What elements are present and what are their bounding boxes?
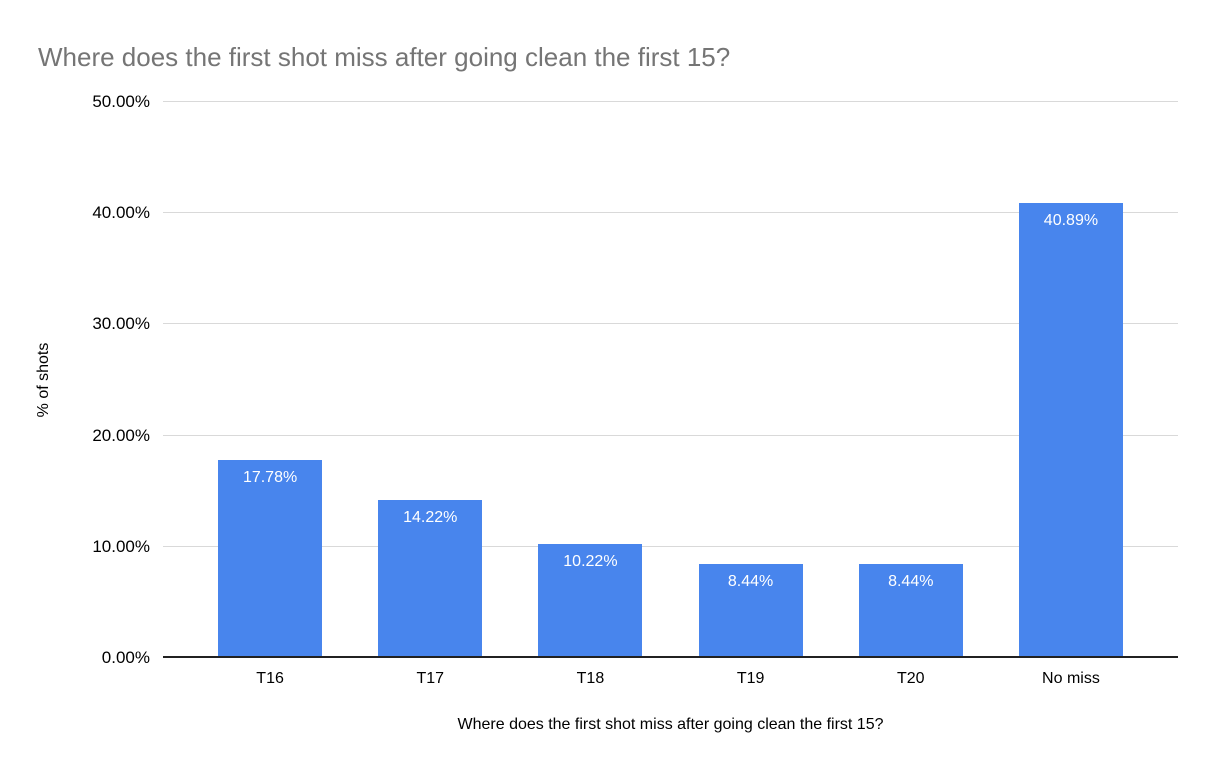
x-axis-title: Where does the first shot miss after goi… — [457, 716, 884, 733]
category-slot: 8.44% T20 — [831, 102, 991, 687]
category-slot: 8.44% T19 — [671, 102, 831, 687]
category-slot: 14.22% T17 — [350, 102, 510, 687]
x-tick-label: No miss — [1042, 670, 1100, 687]
bar-value-label: 8.44% — [727, 573, 774, 591]
bar-value-label: 40.89% — [1043, 212, 1099, 230]
category-slot: 17.78% T16 — [190, 102, 350, 687]
x-tick-label: T16 — [256, 670, 284, 687]
gridline — [163, 545, 1178, 547]
x-axis-baseline — [163, 656, 1178, 658]
gridline — [163, 212, 1178, 214]
y-tick-label: 40.00% — [92, 203, 150, 223]
y-tick-label: 50.00% — [92, 92, 150, 111]
x-tick-label: T20 — [896, 670, 925, 687]
gridline — [163, 101, 1178, 102]
bar-value-label: 10.22% — [563, 553, 618, 571]
plot-area: 17.78% T16 14.22% T17 10.22% T18 8.44% T19 8.44%… — [163, 101, 1178, 687]
category-slot: 40.89% No miss — [991, 102, 1151, 687]
chart-title: Where does the first shot miss after goi… — [38, 42, 731, 72]
bar-value-label: 17.78% — [242, 469, 298, 487]
bars-band: 17.78% T16 14.22% T17 10.22% T18 8.44% T19 8.44%… — [190, 102, 1151, 687]
bar-value-label: 8.44% — [888, 573, 934, 591]
bar: 17.78% — [218, 460, 323, 658]
y-tick-label: 20.00% — [92, 425, 150, 445]
bar: 40.89% — [1018, 203, 1123, 658]
x-tick-label: T18 — [576, 670, 605, 687]
x-tick-label: T19 — [736, 670, 765, 687]
bar: 10.22% — [538, 544, 643, 658]
gridline — [163, 323, 1178, 325]
category-slot: 10.22% T18 — [510, 102, 670, 687]
y-tick-label: 0.00% — [101, 648, 150, 667]
y-tick-label: 10.00% — [92, 536, 150, 556]
bar: 8.44% — [858, 564, 963, 658]
bar-value-label: 14.22% — [403, 508, 458, 526]
x-tick-label: T17 — [416, 670, 445, 687]
gridline — [163, 434, 1178, 436]
bar: 14.22% — [378, 499, 483, 658]
bar: 8.44% — [698, 564, 803, 658]
y-tick-label: 30.00% — [92, 314, 150, 334]
y-axis-tick-labels: 0.00% 10.00% 20.00% 30.00% 40.00% 50.00% — [0, 92, 150, 667]
